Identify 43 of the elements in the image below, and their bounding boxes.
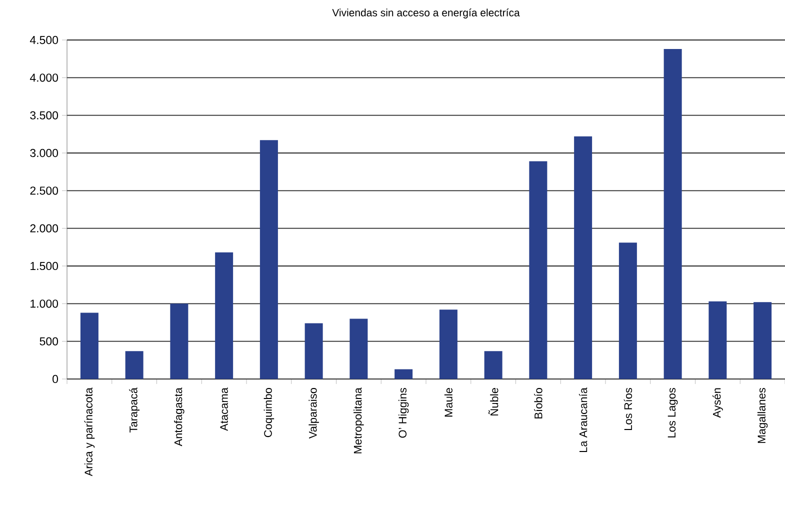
y-tick-label: 2.500 (30, 186, 58, 195)
x-tick-label: Valparaiso (308, 388, 319, 439)
x-tick-label: Bíobío (534, 388, 542, 418)
x-tick-label: Maule (444, 388, 452, 417)
y-tick-label: 1.000 (30, 300, 58, 308)
y-tick-label: 0 (52, 374, 58, 384)
x-tick-label: La Araucanía (578, 388, 588, 452)
bar (350, 318, 368, 379)
y-tick-label: 3.500 (30, 111, 58, 120)
x-tick-label: Metropolitana (354, 388, 364, 454)
bar (529, 161, 548, 379)
x-tick-label: Antofagasta (174, 388, 184, 446)
x-tick-label: O’ Higgins (398, 388, 409, 438)
bar (170, 304, 188, 379)
x-tick-label: Magallanes (757, 388, 768, 443)
y-tick-label: 500 (40, 337, 58, 346)
chart-title: Viviendas sin acceso a energía electríca (332, 8, 520, 18)
bar (754, 302, 772, 379)
bar (260, 140, 278, 379)
bar (125, 351, 144, 379)
y-tick-label: 1.500 (30, 262, 58, 270)
x-tick-label: Coquimbo (264, 388, 274, 438)
y-tick-label: 4.000 (30, 74, 58, 82)
bar (304, 323, 323, 379)
x-tick-label: Atacama (220, 388, 228, 431)
bar (618, 242, 637, 379)
bar (574, 136, 592, 379)
y-tick-label: 4.500 (30, 36, 58, 44)
y-tick-label: 2.000 (30, 224, 58, 232)
bar (215, 252, 234, 379)
y-tick-label: 3.000 (30, 148, 58, 158)
bar (708, 301, 727, 379)
bar (80, 312, 98, 379)
bar (394, 369, 413, 379)
x-tick-label: Los Lagos (668, 388, 678, 438)
bar (664, 49, 682, 379)
x-tick-label: Los Ríos (624, 388, 632, 430)
x-tick-label: Aysén (712, 388, 723, 418)
bar (439, 310, 458, 379)
x-tick-label: Arica y parínacota (84, 388, 95, 476)
bar (484, 351, 502, 379)
x-tick-label: Ñuble (488, 388, 498, 416)
x-tick-label: Tarapacá (129, 388, 140, 433)
